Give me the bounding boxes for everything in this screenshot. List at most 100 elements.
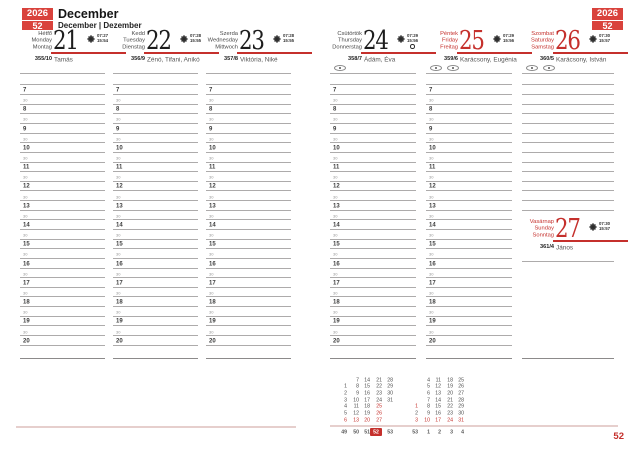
hour-label: 9 bbox=[208, 124, 212, 132]
mini-cal-day: 9 bbox=[426, 410, 430, 416]
rule-line bbox=[330, 267, 416, 269]
mini-cal-day: 11 bbox=[435, 376, 442, 383]
half-hour-label: 30 bbox=[209, 310, 214, 315]
hour-label: 14 bbox=[332, 221, 340, 228]
hour-label: 15 bbox=[332, 240, 340, 248]
mini-cal-week-number: 53 bbox=[412, 428, 418, 435]
mini-cal-day: 4 bbox=[344, 403, 347, 410]
column-end-line bbox=[330, 358, 416, 360]
rule-line bbox=[20, 209, 105, 211]
hour-label: 15 bbox=[208, 240, 216, 248]
hour-label: 12 bbox=[22, 182, 30, 190]
mini-cal-week-number: 50 bbox=[352, 428, 359, 435]
mini-cal-day: 11 bbox=[353, 403, 359, 410]
month-subtitle: December | Dezember bbox=[58, 21, 142, 30]
half-hour-label: 30 bbox=[23, 194, 28, 200]
rule-line bbox=[426, 171, 512, 173]
day-21-separator-line bbox=[20, 72, 105, 74]
mini-cal-day: 29 bbox=[458, 403, 465, 410]
rule-line bbox=[426, 132, 512, 134]
day-25-sun-times: 07:29 15:56 bbox=[502, 32, 514, 43]
rule-line bbox=[330, 257, 416, 259]
day-24-ordinal: 358/7 bbox=[347, 55, 362, 62]
day-26-sun-icon bbox=[591, 37, 595, 41]
hour-label: 20 bbox=[332, 336, 340, 344]
half-hour-label: 30 bbox=[209, 156, 214, 161]
mini-cal-day: 8 bbox=[355, 383, 359, 390]
rule-line bbox=[206, 200, 291, 202]
rule-line bbox=[330, 180, 416, 182]
half-hour-label: 30 bbox=[429, 156, 434, 161]
hour-label: 7 bbox=[22, 86, 26, 93]
rule-line bbox=[426, 161, 512, 163]
hour-label: 15 bbox=[22, 240, 30, 248]
rule-line bbox=[20, 122, 105, 124]
mini-cal-day: 23 bbox=[376, 389, 382, 396]
rule-line bbox=[206, 219, 291, 221]
hour-label: 12 bbox=[115, 182, 123, 190]
day-27-sun-icon bbox=[591, 225, 595, 229]
column-end-line bbox=[206, 358, 291, 360]
rule-line bbox=[426, 344, 512, 346]
rule-line bbox=[330, 103, 416, 105]
rule-line bbox=[426, 103, 512, 105]
hour-label: 14 bbox=[22, 221, 30, 228]
half-hour-label: 30 bbox=[116, 213, 121, 219]
rule-line bbox=[426, 180, 512, 182]
rule-line bbox=[20, 94, 105, 96]
rule-line bbox=[426, 257, 512, 259]
hour-label: 19 bbox=[332, 317, 340, 325]
rule-line bbox=[426, 219, 512, 221]
day-22-date-number: 22 bbox=[146, 26, 172, 56]
mini-cal-day: 4 bbox=[426, 376, 430, 383]
day-23-date-number: 23 bbox=[239, 26, 265, 56]
rule-line bbox=[113, 190, 198, 192]
mini-cal-day: 26 bbox=[458, 383, 465, 390]
hour-label: 17 bbox=[428, 278, 436, 286]
day-23-weekday-labels: Szerda Wednesday Mittwoch bbox=[207, 30, 238, 50]
half-hour-label: 30 bbox=[209, 290, 214, 296]
half-hour-label: 30 bbox=[116, 136, 121, 142]
rule-line bbox=[20, 325, 105, 327]
rule-line bbox=[426, 248, 512, 250]
rule-line bbox=[522, 142, 614, 144]
rule-line bbox=[206, 113, 291, 115]
rule-line bbox=[522, 84, 614, 86]
hour-label: 18 bbox=[115, 298, 123, 305]
rule-line bbox=[206, 132, 291, 134]
day-26-name-day: Karácsony, István bbox=[556, 55, 607, 63]
hour-label: 17 bbox=[115, 278, 123, 286]
half-hour-label: 30 bbox=[429, 175, 434, 180]
half-hour-label: 30 bbox=[333, 252, 338, 257]
hour-label: 12 bbox=[208, 182, 216, 190]
mini-cal-day: 28 bbox=[458, 396, 465, 403]
rule-line bbox=[330, 229, 416, 230]
hour-label: 10 bbox=[115, 143, 123, 151]
rule-line bbox=[20, 248, 105, 250]
rule-line bbox=[330, 94, 416, 96]
hour-label: 8 bbox=[428, 105, 432, 113]
mini-cal-day: 27 bbox=[376, 416, 382, 423]
day-24-holiday-marker-icon bbox=[334, 64, 346, 71]
year-week-badge-left: 2026 52 bbox=[22, 8, 53, 31]
rule-line bbox=[426, 200, 512, 202]
rule-line bbox=[330, 219, 416, 221]
mini-cal-day: 27 bbox=[458, 389, 465, 396]
half-hour-label: 30 bbox=[333, 213, 338, 219]
mini-cal-day: 6 bbox=[344, 416, 347, 423]
rule-line bbox=[113, 248, 198, 250]
rule-line bbox=[20, 229, 105, 230]
column-end-line bbox=[522, 358, 614, 360]
mini-cal-day: 24 bbox=[376, 396, 382, 403]
rule-line bbox=[426, 267, 512, 269]
rule-line bbox=[330, 248, 416, 250]
day-27-date-number: 27 bbox=[555, 214, 581, 244]
day-25-sun-icon bbox=[495, 37, 499, 41]
day-27-name-day: János bbox=[556, 243, 574, 251]
rule-line bbox=[113, 286, 198, 288]
rule-line bbox=[330, 151, 416, 153]
rule-line bbox=[20, 200, 105, 202]
rule-line bbox=[113, 325, 198, 327]
rule-line bbox=[113, 113, 198, 115]
rule-line bbox=[330, 325, 416, 327]
